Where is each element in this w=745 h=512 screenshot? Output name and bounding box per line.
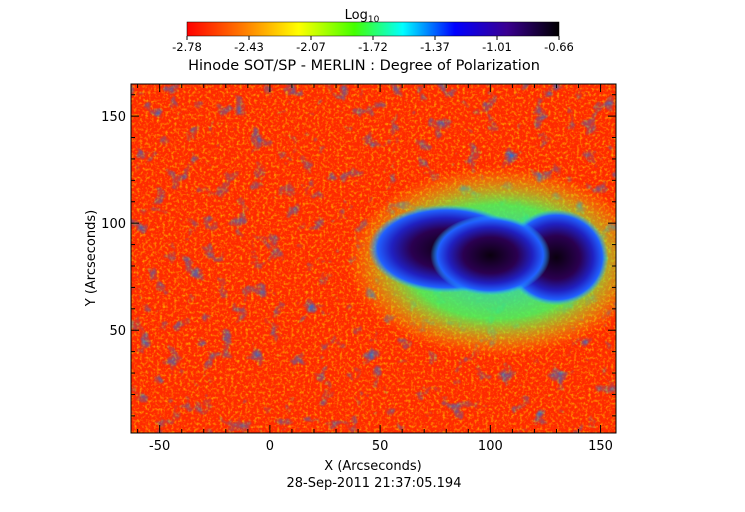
plot-frame [130, 83, 617, 434]
y-tick-label: 50 [109, 324, 126, 339]
y-axis-label: Y (Arcseconds) [84, 210, 99, 307]
colorbar-tick-label: -1.01 [482, 40, 512, 54]
chart-title: Hinode SOT/SP - MERLIN : Degree of Polar… [188, 58, 540, 74]
y-tick-label: 100 [101, 217, 126, 232]
colorbar-ticks: -2.78 -2.43 -2.07 -1.72 -1.37 -1.01 -0.66 [172, 36, 574, 54]
colorbar-tick-label: -1.37 [420, 40, 450, 54]
colorbar-tick-label: -0.66 [544, 40, 574, 54]
x-axis-label: X (Arcseconds) [324, 459, 421, 474]
colorbar [186, 21, 560, 37]
colorbar-label: Log10 [345, 8, 380, 25]
colorbar-tick-label: -2.43 [234, 40, 264, 54]
colorbar-tick-label: -2.78 [172, 40, 202, 54]
penumbra [430, 215, 551, 296]
x-tick-label: 0 [266, 439, 274, 454]
x-tick-label: 50 [372, 439, 389, 454]
x-tick-label: -50 [149, 439, 170, 454]
timestamp: 28-Sep-2011 21:37:05.194 [287, 476, 462, 491]
y-axis: 50 100 150 [101, 94, 616, 417]
x-tick-label: 100 [478, 439, 503, 454]
y-tick-label: 150 [101, 110, 126, 125]
colorbar-tick-label: -1.72 [358, 40, 388, 54]
x-axis: -50 0 50 100 150 [137, 84, 613, 454]
heatmap-image [131, 84, 616, 433]
colorbar-tick-label: -2.07 [296, 40, 326, 54]
x-tick-label: 150 [588, 439, 613, 454]
